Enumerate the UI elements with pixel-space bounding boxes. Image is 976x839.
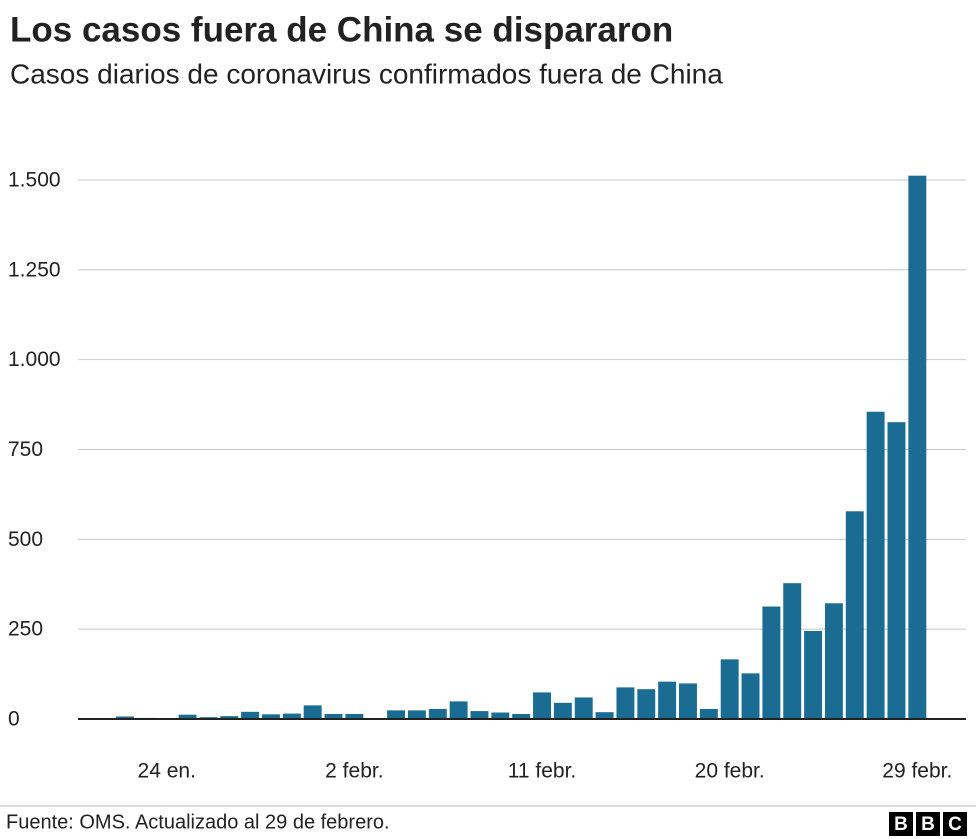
x-tick-label: 20 febr. [695,760,765,783]
bar [241,711,260,719]
bar [595,712,614,719]
bar [533,692,551,719]
bar [387,710,406,719]
bar [407,710,426,719]
bar [553,702,572,719]
y-tick-label: 1.000 [8,348,61,371]
bar [741,673,760,719]
logo-letter: B [894,814,908,835]
bar [887,422,906,719]
bar [574,697,593,719]
bar [637,689,656,719]
bar [116,716,134,719]
y-tick-label: 750 [8,438,43,461]
y-tick-label: 1.250 [8,258,61,281]
logo-box [943,812,967,836]
bar [658,681,677,719]
y-tick-label: 1.500 [8,169,61,192]
logo-letter: B [921,814,935,835]
y-tick-label: 500 [8,528,43,551]
bar [804,630,823,719]
x-tick-label: 11 febr. [508,760,577,783]
bar [720,659,739,719]
bar [783,583,802,719]
bar [908,175,927,720]
bar [679,683,697,719]
bar [449,701,468,719]
bar [262,714,280,719]
bar [824,603,843,719]
y-tick-label: 250 [8,618,43,641]
chart-subtitle: Casos diarios de coronavirus confirmados… [10,58,723,89]
bar [616,687,635,719]
x-tick-label: 2 febr. [325,760,383,783]
source: Fuente: OMS. Actualizado al 29 de febrer… [6,811,390,833]
bar [512,713,531,719]
bar [699,708,718,719]
bar [324,713,343,719]
bar [178,714,197,719]
bar [345,713,364,719]
bbc-logo: B B C [889,812,967,836]
bar [282,713,301,719]
bar [428,708,447,719]
logo-letter: C [948,814,962,835]
bar [491,712,510,719]
bar [470,711,489,719]
bar [220,716,239,719]
bar [845,511,864,719]
x-tick-label: 29 febr. [882,760,952,783]
logo-box [889,812,913,836]
logo-box [916,812,940,836]
bar [303,705,322,719]
chart-title: Los casos fuera de China se dispararon [10,10,673,49]
y-tick-label: 0 [8,708,20,731]
bar [762,606,781,719]
bar [866,411,885,719]
x-tick-label: 24 en. [138,760,196,783]
